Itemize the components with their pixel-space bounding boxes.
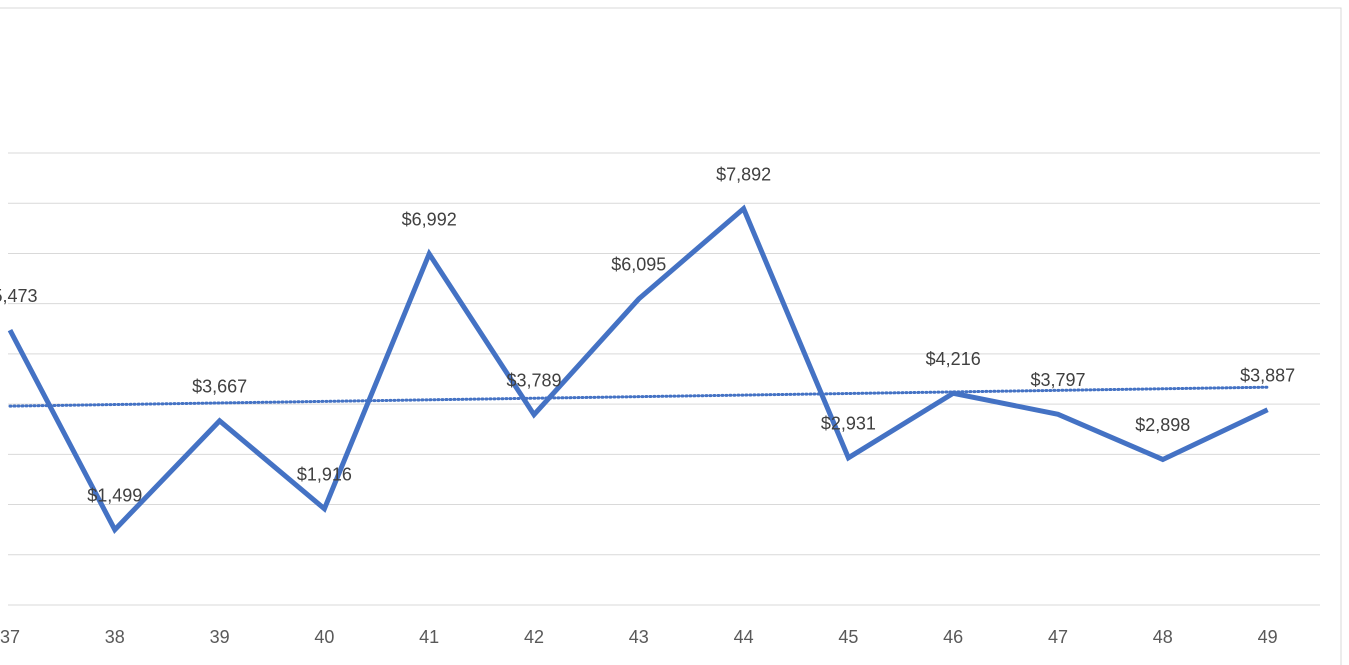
data-label: $6,992 <box>402 210 457 230</box>
data-label: $7,892 <box>716 164 771 184</box>
trendline <box>8 385 1270 408</box>
x-tick-label: 42 <box>524 627 544 647</box>
data-label: $2,931 <box>821 414 876 434</box>
data-label: $2,898 <box>1135 415 1190 435</box>
x-tick-label: 45 <box>838 627 858 647</box>
x-tick-label: 43 <box>629 627 649 647</box>
data-label: $5,473 <box>0 286 38 306</box>
x-tick-label: 37 <box>0 627 20 647</box>
x-tick-label: 46 <box>943 627 963 647</box>
data-label: $3,667 <box>192 377 247 397</box>
x-tick-label: 40 <box>314 627 334 647</box>
data-label: $6,095 <box>611 255 666 275</box>
data-label: $3,797 <box>1030 370 1085 390</box>
x-tick-label: 38 <box>105 627 125 647</box>
x-tick-label: 41 <box>419 627 439 647</box>
x-tick-label: 49 <box>1258 627 1278 647</box>
data-label: $1,916 <box>297 465 352 485</box>
series-line <box>7 204 1269 534</box>
x-tick-label: 39 <box>210 627 230 647</box>
data-label: $1,499 <box>87 485 142 505</box>
data-label: $4,216 <box>926 349 981 369</box>
x-tick-label: 47 <box>1048 627 1068 647</box>
data-label: $3,887 <box>1240 366 1295 386</box>
x-tick-label: 48 <box>1153 627 1173 647</box>
x-tick-label: 44 <box>734 627 754 647</box>
chart-frame <box>0 7 1342 665</box>
data-label: $3,789 <box>506 370 561 390</box>
